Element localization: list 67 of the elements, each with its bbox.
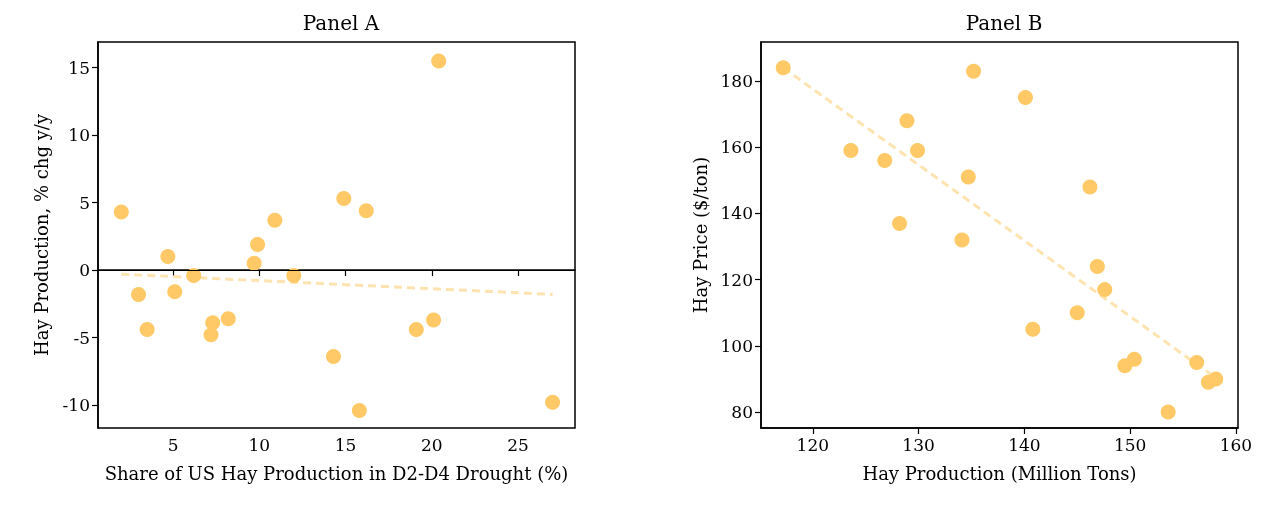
point bbox=[545, 394, 561, 410]
point bbox=[954, 232, 970, 248]
y-tick-label: 10 bbox=[68, 125, 90, 146]
point bbox=[358, 203, 374, 219]
point bbox=[431, 53, 447, 69]
x-tick-label: 15 bbox=[334, 434, 357, 455]
point bbox=[326, 348, 341, 364]
point bbox=[1025, 321, 1041, 337]
point bbox=[220, 311, 236, 327]
point bbox=[1189, 354, 1205, 370]
x-tick-label: 160 bbox=[1219, 434, 1253, 455]
point bbox=[426, 312, 442, 328]
y-axis-title: Hay Production, % chg y/y bbox=[30, 113, 52, 357]
point bbox=[960, 169, 976, 185]
point bbox=[1097, 282, 1113, 298]
y-tick-label: 5 bbox=[79, 192, 90, 213]
point bbox=[167, 284, 183, 300]
point bbox=[246, 255, 262, 271]
point bbox=[113, 204, 129, 220]
point bbox=[160, 249, 176, 265]
y-tick-label: 160 bbox=[720, 137, 753, 158]
chart-title: Panel A bbox=[302, 11, 380, 35]
x-tick-label: 130 bbox=[902, 434, 935, 455]
point bbox=[843, 143, 859, 159]
x-tick-label: 150 bbox=[1113, 434, 1147, 455]
point bbox=[1208, 371, 1224, 387]
point bbox=[250, 236, 266, 252]
point bbox=[1160, 404, 1176, 420]
point bbox=[1082, 179, 1098, 195]
y-tick-label: -5 bbox=[73, 327, 90, 348]
y-tick-label: 100 bbox=[720, 335, 753, 356]
point bbox=[336, 191, 352, 207]
x-tick-label: 20 bbox=[420, 434, 443, 455]
point bbox=[408, 321, 424, 337]
point bbox=[1089, 258, 1105, 274]
point bbox=[910, 143, 926, 159]
y-tick-label: -10 bbox=[62, 395, 90, 416]
x-axis-title: Hay Production (Million Tons) bbox=[862, 462, 1137, 484]
point bbox=[351, 402, 367, 418]
x-axis-title: Share of US Hay Production in D2-D4 Drought (%) bbox=[104, 462, 569, 484]
point bbox=[267, 212, 283, 228]
x-tick-label: 120 bbox=[796, 434, 830, 455]
point bbox=[131, 286, 147, 302]
y-tick-label: 140 bbox=[720, 203, 753, 224]
y-tick-label: 0 bbox=[79, 260, 90, 281]
point bbox=[205, 315, 221, 331]
x-tick-label: 5 bbox=[167, 434, 179, 455]
x-tick-label: 10 bbox=[248, 434, 271, 455]
y-axis-title: Hay Price ($/ton) bbox=[690, 156, 712, 314]
x-tick-label: 140 bbox=[1008, 434, 1041, 455]
y-tick-label: 120 bbox=[720, 269, 753, 290]
point bbox=[775, 60, 791, 76]
y-tick-label: 80 bbox=[731, 402, 753, 423]
point bbox=[1069, 305, 1085, 321]
y-tick-label: 15 bbox=[68, 57, 90, 78]
point bbox=[1126, 351, 1142, 367]
x-tick-label: 25 bbox=[507, 434, 529, 455]
y-tick-label: 180 bbox=[720, 71, 753, 92]
point bbox=[139, 321, 155, 337]
point bbox=[286, 267, 302, 283]
point bbox=[892, 215, 908, 231]
point bbox=[899, 113, 915, 129]
point bbox=[1017, 90, 1033, 106]
point bbox=[966, 63, 982, 79]
point bbox=[877, 153, 893, 169]
point bbox=[186, 267, 202, 283]
chart-title: Panel B bbox=[965, 11, 1043, 35]
